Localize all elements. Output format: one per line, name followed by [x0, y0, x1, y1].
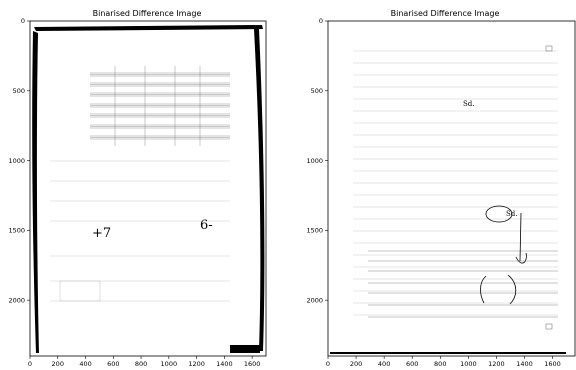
right-axes: Sd.Sd.0 200 400 600 800 1000 1200 1400 160005001… — [306, 17, 576, 368]
page-left-edge — [32, 31, 39, 353]
right-x-tick-label: 0 — [326, 360, 330, 368]
left-y-tick-label: 500 — [13, 87, 25, 95]
page-number-box — [545, 45, 553, 52]
left-x-tick-label: 1400 — [216, 360, 233, 368]
left-x-tick-label: 1600 — [244, 360, 261, 368]
handwriting-plus7: +7 — [92, 226, 111, 241]
left-y-tick-label: 0 — [21, 17, 25, 25]
right-y-tick-label: 1000 — [306, 157, 323, 165]
left-x-tick-label: 1000 — [161, 360, 178, 368]
faint-block — [59, 280, 101, 302]
handwriting-sd-top: Sd. — [463, 100, 475, 108]
left-x-tick-label: 200 — [52, 360, 64, 368]
right-y-tick-label: 500 — [311, 87, 323, 95]
drawn-stroke — [515, 212, 527, 264]
right-y-tick-label: 0 — [319, 17, 323, 25]
right-x-tick-label: 1600 — [544, 360, 561, 368]
right-x-tick-label: 400 — [378, 360, 390, 368]
right-y-tick-label: 1500 — [306, 227, 323, 235]
left-x-tick-label: 1200 — [188, 360, 205, 368]
drawn-bracket-right — [507, 274, 517, 305]
right-panel-title: Binarised Difference Image — [390, 9, 500, 18]
right-x-tick-label: 1000 — [460, 360, 477, 368]
left-axes-frame — [29, 20, 267, 357]
left-x-tick-label: 0 — [28, 360, 32, 368]
left-x-tick-label: 800 — [135, 360, 147, 368]
right-y-tick-label: 2000 — [306, 296, 323, 304]
right-image: Sd.Sd. — [330, 45, 566, 354]
page-bottom-corner — [230, 345, 260, 353]
left-y-tick-label: 1500 — [8, 227, 25, 235]
page-bottom-edge — [330, 352, 566, 354]
left-x-tick-label: 600 — [107, 360, 119, 368]
right-x-tick-label: 1400 — [516, 360, 533, 368]
footer-box — [545, 323, 553, 330]
page-right-edge — [254, 29, 265, 351]
left-y-tick-label: 2000 — [8, 296, 25, 304]
drawn-bracket-left — [480, 275, 487, 304]
right-x-tick-label: 800 — [434, 360, 446, 368]
left-image: +7 6- — [32, 25, 265, 353]
left-y-tick-label: 1000 — [8, 157, 25, 165]
drawn-oval — [485, 205, 513, 223]
left-panel-title: Binarised Difference Image — [92, 9, 202, 18]
right-x-tick-label: 600 — [406, 360, 418, 368]
left-axes: +7 6- 0 200 400 600 800 1000 1200 1400 1600 0 500 100… — [8, 17, 267, 368]
handwriting-6: 6- — [200, 218, 213, 233]
page-top-edge — [34, 25, 263, 31]
right-x-tick-label: 1200 — [488, 360, 505, 368]
left-x-tick-label: 400 — [79, 360, 91, 368]
right-x-tick-label: 200 — [350, 360, 362, 368]
right-axes-frame — [327, 20, 576, 357]
